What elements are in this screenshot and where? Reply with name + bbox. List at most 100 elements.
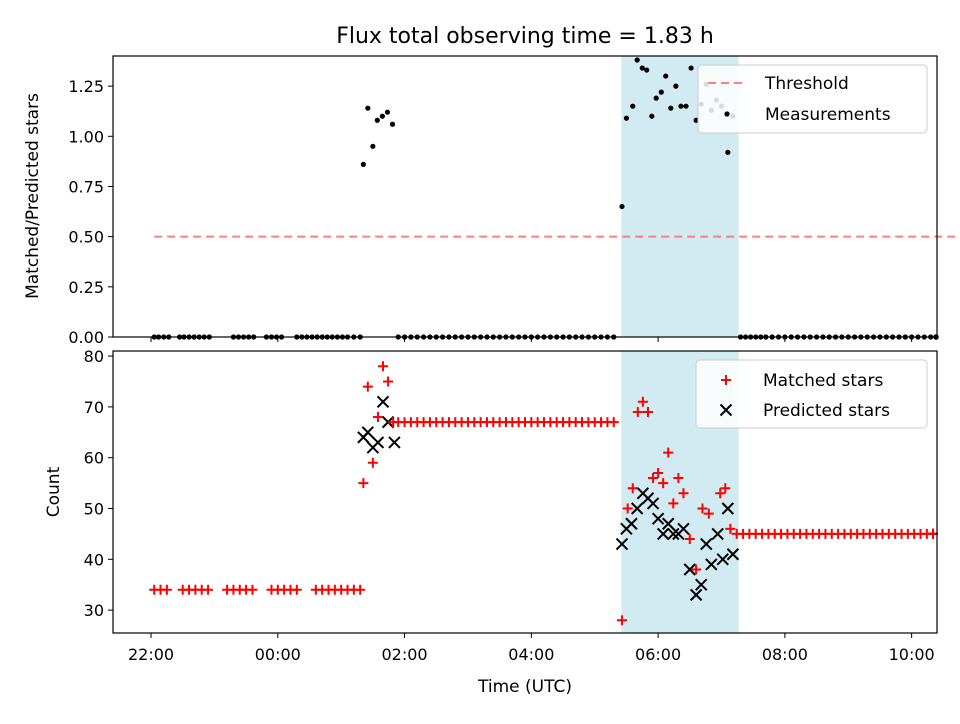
matched-star-point [627,483,638,494]
matched-star-point [355,584,366,595]
matched-star-point [362,381,373,392]
predicted-star-point [615,537,629,551]
predicted-star-point [646,497,660,510]
predicted-star-point [651,512,665,525]
predicted-star-point [662,517,675,530]
predicted-star-point [656,527,670,541]
measurement-point [668,105,674,111]
matched-star-point [383,376,394,387]
predicted-star-point [376,395,390,409]
matched-star-point [668,498,679,509]
matched-stars-layer [149,361,938,626]
measurement-point [663,73,669,79]
legend-matched-label: Matched stars [763,371,883,391]
measurement-point [389,121,396,127]
chart-title: Flux total observing time = 1.83 h [336,24,714,49]
measurement-point [634,57,640,63]
ratio-y-tick-label: 1.25 [68,77,104,96]
matched-star-point [691,564,702,575]
predicted-star-point [371,436,385,449]
matched-star-point [622,503,633,514]
matched-star-point [725,523,736,534]
count-y-axis: 30 40 50 60 70 80 [84,347,113,620]
predicted-star-point [705,558,718,571]
matched-star-point [684,534,695,544]
matched-star-point [673,473,684,484]
measurement-point [360,161,366,167]
count-x-axis-label: Time (UTC) [477,677,572,697]
measurement-point [658,89,664,95]
count-y-tick-label: 70 [84,398,104,417]
predicted-star-point [630,502,644,515]
count-legend-box [695,359,928,429]
ratio-panel: Flux total observing time = 1.83 h Match… [23,24,960,347]
predicted-star-point [689,588,703,602]
measurement-point [384,109,391,115]
count-x-tick-label: 06:00 [635,645,681,664]
predicted-star-point [361,426,375,439]
predicted-stars-layer [357,395,740,602]
count-y-tick-label: 30 [84,601,104,620]
matched-star-point [648,473,659,484]
matched-star-point [372,412,383,423]
matched-star-point [928,528,938,539]
ratio-y-tick-label: 0.75 [68,177,104,196]
count-y-axis-label: Count [44,466,64,517]
measurement-point [673,83,679,89]
predicted-star-point [695,578,708,591]
measurement-point [683,103,689,109]
ratio-y-tick-label: 0.25 [68,278,104,297]
matched-star-point [608,417,619,428]
measurement-point [374,117,380,123]
legend-predicted-label: Predicted stars [763,401,890,421]
measurement-point [688,65,694,71]
legend-threshold-label: Threshold [764,74,849,94]
count-x-tick-label: 10:00 [889,645,935,664]
predicted-star-point [726,548,740,561]
count-legend: Matched stars Predicted stars [695,359,928,429]
ratio-y-axis-label: Matched/Predicted stars [23,93,43,299]
matched-star-point [703,508,714,519]
measurement-point [619,203,625,210]
matched-star-point [291,584,302,595]
count-y-tick-label: 50 [84,500,104,519]
measurement-point [365,105,371,111]
legend-measurements-swatch [724,111,730,117]
measurement-point [623,115,630,121]
predicted-star-point [625,517,638,530]
count-y-tick-label: 60 [84,449,104,468]
count-x-axis: 22:00 00:00 02:00 04:00 06:00 08:00 10:00 [128,633,935,664]
matched-star-point [715,488,726,499]
ratio-axes-frame [112,55,938,338]
matched-star-point [678,488,689,499]
matched-star-point [367,457,378,468]
measurement-point [644,67,650,73]
legend-measurements-label: Measurements [765,105,891,125]
measurement-point [630,103,636,109]
measurement-point [639,65,645,71]
measurement-point [678,103,684,109]
count-y-tick-label: 40 [84,550,104,569]
matched-star-point [378,361,389,372]
count-x-tick-label: 04:00 [508,645,554,664]
predicted-star-point [721,502,735,515]
ratio-y-tick-label: 0.00 [68,328,104,347]
predicted-star-point [716,553,729,566]
matched-star-point [616,615,627,626]
measurement-point [370,143,376,149]
predicted-star-point [700,537,713,551]
matched-star-point [658,478,669,489]
measurement-point [379,113,385,119]
legend-predicted-swatch [719,403,733,417]
matched-star-point [632,406,643,417]
count-x-tick-label: 00:00 [255,645,301,664]
ratio-legend: Threshold Measurements [697,64,928,134]
count-axes-frame [112,350,938,634]
matched-star-point [637,396,648,407]
ratio-y-axis: 0.00 0.25 0.50 0.75 1.00 1.25 [68,77,113,347]
count-x-tick-label: 02:00 [382,645,428,664]
ratio-y-tick-label: 1.00 [68,127,104,146]
matched-star-point [203,584,214,595]
predicted-star-point [677,522,690,536]
